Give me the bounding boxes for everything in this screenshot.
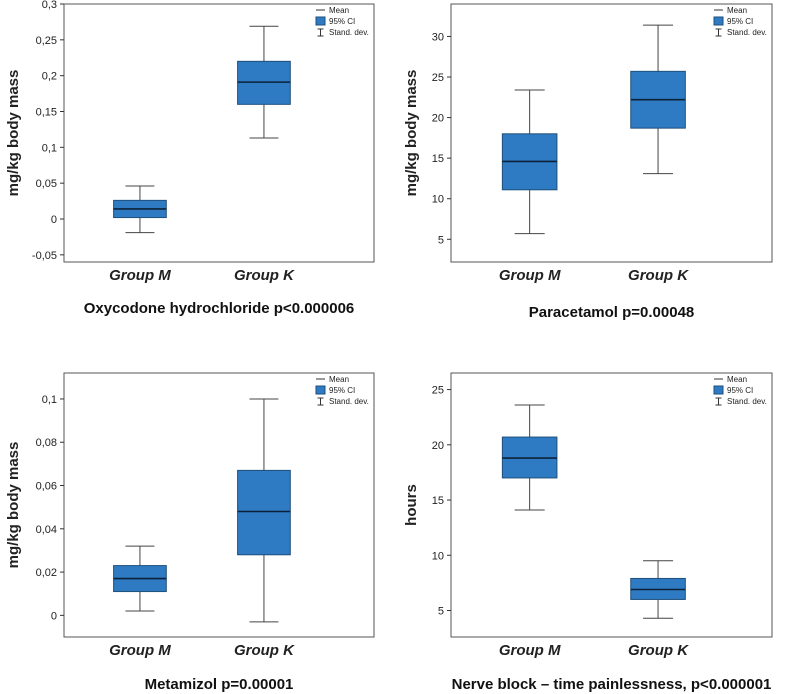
legend-ci-swatch bbox=[315, 385, 326, 395]
y-tick-label: 5 bbox=[438, 605, 444, 617]
legend-sd-label: Stand. dev. bbox=[329, 28, 369, 37]
x-category-label: Group M bbox=[109, 642, 171, 659]
legend-sd-label: Stand. dev. bbox=[727, 28, 767, 37]
box-group-m bbox=[501, 89, 558, 235]
x-category-label: Group M bbox=[109, 267, 171, 284]
y-tick-label: 0,2 bbox=[42, 71, 57, 83]
legend: Mean 95% CI Stand. dev. bbox=[315, 375, 369, 406]
x-category-label: Group K bbox=[628, 267, 689, 284]
legend: Mean 95% CI Stand. dev. bbox=[315, 6, 369, 37]
legend-sd-label: Stand. dev. bbox=[329, 397, 369, 406]
x-category-label: Group M bbox=[499, 267, 561, 284]
y-tick-label: 15 bbox=[432, 495, 444, 507]
legend-sd-label: Stand. dev. bbox=[727, 397, 767, 406]
y-tick-label: 10 bbox=[432, 194, 444, 206]
box-group-m bbox=[113, 185, 167, 234]
chart-panel-3: 0 0,02 0,04 0,06 0,08 0,1 mg/kg body mass Group… bbox=[5, 372, 375, 693]
ci-box bbox=[237, 469, 291, 556]
legend-ci-label: 95% CI bbox=[727, 17, 753, 26]
x-category-label: Group K bbox=[234, 642, 295, 659]
y-tick-label: 0 bbox=[51, 610, 57, 622]
legend-mean-label: Mean bbox=[329, 6, 349, 15]
chart-panel-4: 5 10 15 20 25 hours Group M Group K Mean 95% CI St… bbox=[403, 372, 773, 693]
chart-title: Metamizol p=0.00001 bbox=[145, 676, 294, 693]
legend-ci-swatch bbox=[315, 16, 326, 26]
y-tick-label: 5 bbox=[438, 234, 444, 246]
y-tick-label: 0 bbox=[51, 214, 57, 226]
y-axis-label: hours bbox=[403, 484, 420, 526]
box-group-k bbox=[630, 560, 686, 619]
box-group-m bbox=[113, 545, 167, 612]
y-tick-label: 25 bbox=[432, 385, 444, 397]
legend-mean-label: Mean bbox=[329, 375, 349, 384]
y-tick-label: 0,05 bbox=[36, 178, 57, 190]
chart-panel-1: -0,05 0 0,05 0,1 0,15 0,2 0,25 0,3 mg/kg body ma… bbox=[5, 0, 375, 317]
plot-frame bbox=[63, 3, 375, 263]
y-tick-label: 0,04 bbox=[36, 524, 57, 536]
y-axis-label: mg/kg body mass bbox=[5, 442, 22, 569]
legend-ci-label: 95% CI bbox=[329, 17, 355, 26]
plot-frame bbox=[450, 3, 773, 263]
y-tick-label: 0,1 bbox=[42, 394, 57, 406]
box-group-k bbox=[237, 25, 291, 139]
legend-ci-swatch bbox=[713, 385, 724, 395]
y-tick-label: 0,3 bbox=[42, 0, 57, 11]
legend-ci-label: 95% CI bbox=[329, 386, 355, 395]
plot-frame bbox=[450, 372, 773, 638]
y-tick-label: 0,25 bbox=[36, 35, 57, 47]
chart-panel-2: 5 10 15 20 25 30 mg/kg body mass Group M Group K… bbox=[403, 3, 773, 321]
y-tick-label: -0,05 bbox=[32, 250, 57, 262]
box-group-k bbox=[630, 24, 686, 175]
legend-ci-swatch bbox=[713, 16, 724, 26]
box-group-m bbox=[501, 404, 558, 511]
y-axis-label: mg/kg body mass bbox=[403, 70, 420, 197]
x-category-label: Group M bbox=[499, 642, 561, 659]
legend: Mean 95% CI Stand. dev. bbox=[713, 6, 767, 37]
legend-ci-label: 95% CI bbox=[727, 386, 753, 395]
y-tick-label: 0,1 bbox=[42, 142, 57, 154]
y-axis-label: mg/kg body mass bbox=[5, 70, 22, 197]
chart-title: Oxycodone hydrochloride p<0.000006 bbox=[84, 300, 355, 317]
y-tick-label: 0,15 bbox=[36, 107, 57, 119]
legend-mean-label: Mean bbox=[727, 375, 747, 384]
y-tick-label: 0,02 bbox=[36, 567, 57, 579]
y-tick-label: 0,06 bbox=[36, 481, 57, 493]
x-category-label: Group K bbox=[628, 642, 689, 659]
legend-mean-label: Mean bbox=[727, 6, 747, 15]
y-tick-label: 30 bbox=[432, 31, 444, 43]
y-tick-label: 25 bbox=[432, 72, 444, 84]
box-group-k bbox=[237, 398, 291, 623]
y-tick-label: 10 bbox=[432, 550, 444, 562]
x-category-label: Group K bbox=[234, 267, 295, 284]
legend: Mean 95% CI Stand. dev. bbox=[713, 375, 767, 406]
y-tick-label: 20 bbox=[432, 113, 444, 125]
chart-title: Paracetamol p=0.00048 bbox=[529, 304, 695, 321]
y-tick-label: 0,08 bbox=[36, 437, 57, 449]
y-tick-label: 15 bbox=[432, 153, 444, 165]
y-tick-label: 20 bbox=[432, 440, 444, 452]
chart-title: Nerve block – time painlessness, p<0.000… bbox=[452, 676, 772, 693]
plot-frame bbox=[63, 372, 375, 638]
